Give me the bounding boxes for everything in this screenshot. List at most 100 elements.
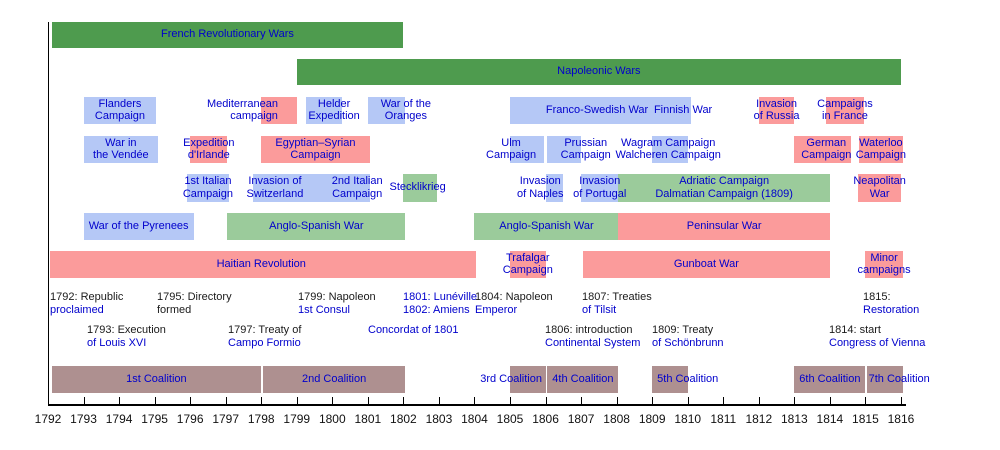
bar-franco-swedish-war[interactable] bbox=[510, 97, 692, 124]
label-finnish-war[interactable]: Finnish War bbox=[653, 103, 713, 116]
bar-2nd-italian-campaign[interactable] bbox=[296, 174, 370, 202]
annotation-link[interactable]: of Schönbrunn bbox=[652, 336, 724, 349]
label-war-in-the-vend-e[interactable]: War in the Vendée bbox=[93, 136, 149, 162]
axis-label-1793: 1793 bbox=[70, 412, 97, 426]
bar-minor-campaigns[interactable] bbox=[865, 251, 903, 278]
label-prussian-campaign[interactable]: Prussian Campaign bbox=[560, 136, 611, 162]
bar-anglo-spanish-war[interactable] bbox=[227, 213, 406, 240]
bar-peninsular-war[interactable] bbox=[618, 213, 830, 240]
annotation-link[interactable]: of Tilsit bbox=[582, 303, 617, 316]
label-7th-coalition[interactable]: 7th Coalition bbox=[868, 372, 930, 385]
label-gunboat-war[interactable]: Gunboat War bbox=[673, 257, 739, 270]
label-invasion-of-naples[interactable]: Invasion of Naples bbox=[516, 175, 564, 200]
bar-adriatic-campaign-dalmatian-campaign-1809[interactable] bbox=[618, 174, 830, 202]
bar-egyptian-syrian-campaign[interactable] bbox=[261, 136, 370, 163]
annotation-link[interactable]: 1st Consul bbox=[298, 303, 350, 316]
bar-1st-coalition[interactable] bbox=[51, 366, 262, 393]
label-adriatic-campaign-dalmatian-campaign-1809[interactable]: Adriatic Campaign Dalmatian Campaign (180… bbox=[655, 175, 793, 200]
axis-label-1813: 1813 bbox=[780, 412, 808, 426]
label-french-revolutionary-wars[interactable]: French Revolutionary Wars bbox=[161, 28, 294, 41]
bar-invasion-of-russia[interactable] bbox=[758, 97, 795, 124]
label-peninsular-war[interactable]: Peninsular War bbox=[686, 219, 762, 232]
bar-haitian-revolution[interactable] bbox=[49, 251, 477, 278]
label-invasion-of-switzerland[interactable]: Invasion of Switzerland bbox=[246, 175, 304, 200]
bar-ulm-campaign[interactable] bbox=[510, 136, 544, 163]
label-wagram-campaign-walcheren-campaign[interactable]: Wagram Campaign Walcheren Campaign bbox=[615, 136, 721, 162]
label-anglo-spanish-war[interactable]: Anglo-Spanish War bbox=[499, 219, 594, 232]
annotation-link[interactable]: of Louis XVI bbox=[87, 336, 147, 349]
bar-invasion-of-naples[interactable] bbox=[545, 174, 564, 202]
bar-war-in-the-vend-e[interactable] bbox=[83, 136, 159, 163]
annotation-1797-treaty-of: 1797: Treaty of Campo Formio bbox=[228, 324, 301, 349]
bar-1st-italian-campaign[interactable] bbox=[186, 174, 230, 202]
bar-campaigns-in-france[interactable] bbox=[826, 97, 864, 124]
label-waterloo-campaign[interactable]: Waterloo Campaign bbox=[855, 136, 906, 162]
bar-anglo-spanish-war[interactable] bbox=[474, 213, 619, 240]
annotation-link[interactable]: Continental System bbox=[545, 336, 641, 349]
label-trafalgar-campaign[interactable]: Trafalgar Campaign bbox=[502, 251, 553, 277]
label-expedition-d-irlande[interactable]: Expedition d'Irlande bbox=[183, 136, 235, 162]
label-egyptian-syrian-campaign[interactable]: Egyptian–Syrian Campaign bbox=[275, 136, 356, 162]
label-haitian-revolution[interactable]: Haitian Revolution bbox=[216, 257, 306, 270]
label-neapolitan-war[interactable]: Neapolitan War bbox=[853, 175, 906, 200]
label-5th-coalition[interactable]: 5th Coalition bbox=[657, 372, 719, 385]
bar-war-of-the-pyrenees[interactable] bbox=[83, 213, 194, 240]
label-napoleonic-wars[interactable]: Napoleonic Wars bbox=[557, 65, 641, 78]
label-2nd-coalition[interactable]: 2nd Coalition bbox=[301, 372, 367, 385]
bar-3rd-coalition[interactable] bbox=[510, 366, 546, 393]
bar-wagram-campaign-walcheren-campaign[interactable] bbox=[652, 136, 688, 163]
label-6th-coalition[interactable]: 6th Coalition bbox=[799, 372, 861, 385]
annotation-link[interactable]: Restoration bbox=[863, 303, 920, 316]
label-war-of-the-pyrenees[interactable]: War of the Pyrenees bbox=[88, 219, 189, 232]
label-german-campaign[interactable]: German Campaign bbox=[801, 136, 852, 162]
label-helder-expedition[interactable]: Helder Expedition bbox=[308, 97, 360, 123]
annotation-link[interactable]: proclaimed bbox=[50, 303, 104, 316]
label-stecklikrieg[interactable]: Stecklikrieg bbox=[389, 181, 446, 194]
bar-7th-coalition[interactable] bbox=[867, 366, 903, 393]
label-invasion-of-portugal[interactable]: Invasion of Portugal bbox=[573, 175, 627, 200]
bar-stecklikrieg[interactable] bbox=[403, 174, 438, 202]
bar-2nd-coalition[interactable] bbox=[263, 366, 406, 393]
bar-flanders-campaign[interactable] bbox=[83, 97, 157, 124]
bar-mediterranean-campaign[interactable] bbox=[261, 97, 297, 124]
annotation-1806-introduction: 1806: introduction Continental System bbox=[545, 324, 640, 349]
bar-invasion-of-switzerland[interactable] bbox=[253, 174, 297, 202]
bar-5th-coalition[interactable] bbox=[652, 366, 688, 393]
label-ulm-campaign[interactable]: Ulm Campaign bbox=[486, 136, 537, 162]
label-war-of-the-oranges[interactable]: War of the Oranges bbox=[380, 97, 432, 123]
bar-prussian-campaign[interactable] bbox=[547, 136, 582, 163]
annotation-link[interactable]: 1801: Lunéville bbox=[403, 291, 478, 303]
bar-helder-expedition[interactable] bbox=[305, 97, 343, 124]
label-2nd-italian-campaign[interactable]: 2nd Italian Campaign bbox=[331, 175, 383, 200]
bar-german-campaign[interactable] bbox=[794, 136, 852, 163]
bar-trafalgar-campaign[interactable] bbox=[510, 251, 546, 278]
label-1st-coalition[interactable]: 1st Coalition bbox=[126, 372, 187, 385]
bar-4th-coalition[interactable] bbox=[547, 366, 619, 393]
label-campaigns-in-france[interactable]: Campaigns in France bbox=[817, 97, 873, 123]
annotation-link[interactable]: Congress of Vienna bbox=[829, 336, 926, 349]
label-3rd-coalition[interactable]: 3rd Coalition bbox=[480, 372, 542, 385]
bar-neapolitan-war[interactable] bbox=[858, 174, 901, 202]
label-anglo-spanish-war[interactable]: Anglo-Spanish War bbox=[269, 219, 364, 232]
annotation-link[interactable]: Emperor bbox=[475, 303, 518, 316]
annotation-text: 1792: Republic bbox=[50, 291, 124, 303]
bar-6th-coalition[interactable] bbox=[794, 366, 866, 393]
bar-invasion-of-portugal[interactable] bbox=[581, 174, 619, 202]
label-1st-italian-campaign[interactable]: 1st Italian Campaign bbox=[182, 175, 233, 200]
annotation-link[interactable]: Campo Formio bbox=[228, 336, 301, 349]
label-franco-swedish-war[interactable]: Franco-Swedish War bbox=[545, 103, 649, 116]
annotation-link[interactable]: Concordat of 1801 bbox=[368, 324, 459, 336]
bar-napoleonic-wars[interactable] bbox=[296, 59, 901, 85]
label-flanders-campaign[interactable]: Flanders Campaign bbox=[94, 97, 146, 123]
axis-tick-1800 bbox=[332, 397, 334, 404]
bar-waterloo-campaign[interactable] bbox=[859, 136, 903, 163]
bar-gunboat-war[interactable] bbox=[582, 251, 830, 278]
bar-expedition-d-irlande[interactable] bbox=[190, 136, 228, 163]
bar-french-revolutionary-wars[interactable] bbox=[51, 22, 404, 48]
label-mediterranean-campaign[interactable]: Mediterranean campaign bbox=[207, 97, 278, 123]
annotation-link[interactable]: 1802: Amiens bbox=[403, 303, 470, 316]
bar-war-of-the-oranges[interactable] bbox=[367, 97, 406, 124]
label-minor-campaigns[interactable]: Minor campaigns bbox=[857, 251, 911, 277]
label-4th-coalition[interactable]: 4th Coalition bbox=[552, 372, 614, 385]
label-invasion-of-russia[interactable]: Invasion of Russia bbox=[753, 97, 800, 123]
